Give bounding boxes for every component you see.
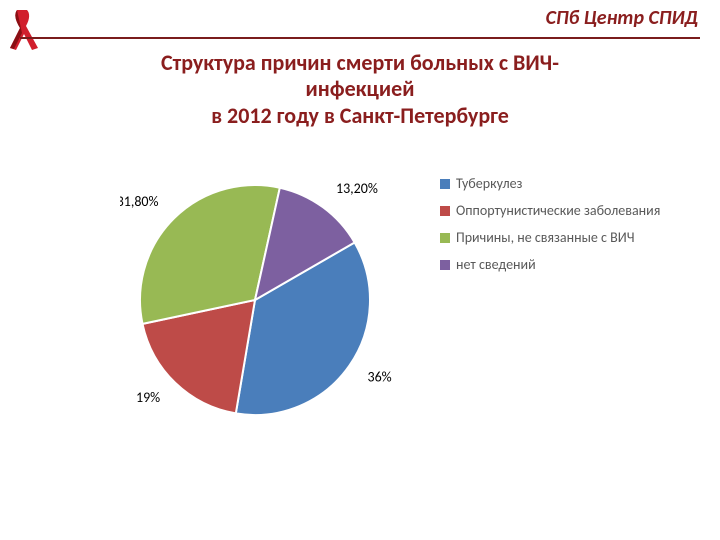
legend-swatch [440, 233, 450, 243]
legend-label: Причины, не связанные с ВИЧ [456, 229, 635, 246]
legend-item: Туберкулез [440, 175, 670, 192]
pie-slice-label: 13,20% [336, 180, 378, 197]
title-line: в 2012 году в Санкт-Петербурге [211, 102, 509, 129]
title-line: инфекцией [306, 75, 415, 102]
pie-chart: 36% 19% 31,80% 13,20% [120, 165, 460, 465]
pie-slice-label: 31,80% [120, 193, 159, 210]
legend-swatch [440, 206, 450, 216]
legend-item: Оппортунистические заболевания [440, 202, 670, 219]
header-rule [20, 37, 700, 39]
pie-slice-label: 36% [367, 369, 391, 386]
legend-item: нет сведений [440, 256, 670, 273]
legend-label: Туберкулез [456, 175, 522, 192]
legend-item: Причины, не связанные с ВИЧ [440, 229, 670, 246]
legend-swatch [440, 179, 450, 189]
legend: Туберкулез Оппортунистические заболевания… [440, 175, 670, 283]
slide-title: Структура причин смерти больных с ВИЧ-ин… [40, 50, 680, 129]
chart-area: 36% 19% 31,80% 13,20% Туберкулез Оппортунист… [60, 145, 680, 465]
slide: { "header": { "org_label": "СПб Центр СП… [0, 0, 720, 540]
title-line: Структура причин смерти больных с ВИЧ- [161, 49, 559, 76]
legend-label: нет сведений [456, 256, 536, 273]
legend-swatch [440, 260, 450, 270]
pie-slice-label: 19% [136, 389, 160, 406]
aids-ribbon-icon [6, 8, 38, 52]
org-label: СПб Центр СПИД [546, 6, 698, 30]
legend-label: Оппортунистические заболевания [456, 202, 660, 219]
